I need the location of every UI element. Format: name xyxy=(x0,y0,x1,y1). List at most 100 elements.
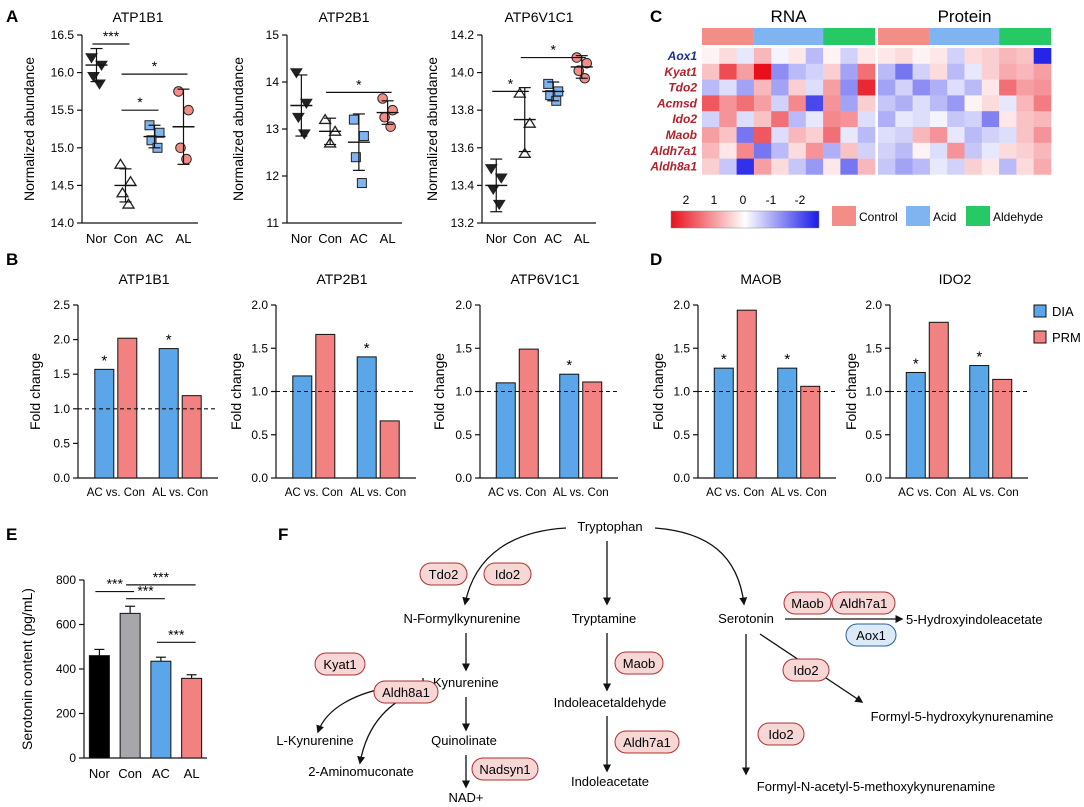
enzyme-pill xyxy=(831,591,896,615)
heatmap-cell xyxy=(895,142,913,159)
heatmap-cell xyxy=(805,63,824,80)
y-tick-label: 800 xyxy=(56,573,76,587)
heatmap-legend: 2 1 0 -1 -2 Control Acid Aldehyde xyxy=(670,193,1043,229)
heatmap-cell xyxy=(878,127,896,144)
heatmap-cell xyxy=(753,79,772,96)
bar-prm xyxy=(582,381,603,479)
heatmap-cell xyxy=(999,95,1017,112)
y-tick-label: 0 xyxy=(69,751,76,765)
heatmap-cell xyxy=(1016,142,1034,159)
bar-prm xyxy=(518,348,539,479)
heatmap-cell xyxy=(702,111,720,128)
metabolite-5-hydroxyindoleacetate: 5-Hydroxyindoleacetate xyxy=(906,612,1043,627)
y-tick-label: 2.0 xyxy=(53,333,70,347)
data-point-nor xyxy=(299,98,313,110)
heatmap-cell xyxy=(947,158,965,175)
heatmap-cell xyxy=(895,95,913,112)
heatmap-cell xyxy=(857,158,876,175)
heatmap-cell xyxy=(702,127,720,144)
heatmap-cell xyxy=(999,111,1017,128)
heatmap-cell xyxy=(823,111,841,128)
heatmap-cell xyxy=(895,111,913,128)
heatmap-cell xyxy=(719,142,737,159)
heatmap-cell xyxy=(964,48,983,65)
heatmap-cell xyxy=(981,95,1000,112)
enzyme-pill xyxy=(614,651,664,675)
gene-label-aldh7a1: Aldh7a1 xyxy=(649,144,697,158)
enzyme-pill xyxy=(614,730,680,754)
significance-star: * xyxy=(913,355,919,372)
bar-dia xyxy=(905,371,926,479)
heatmap-cell xyxy=(878,142,896,159)
heatmap-cell xyxy=(929,48,948,65)
significance-star: * xyxy=(101,352,107,369)
scale-tick-label: 0 xyxy=(740,193,747,207)
panel-letter-e: E xyxy=(6,525,17,544)
heatmap-cell xyxy=(753,142,772,159)
y-tick-label: 0.5 xyxy=(53,436,70,450)
metabolite-l-kynurenine: L-Kynurenine xyxy=(421,675,498,690)
enzyme-aldh8a1: Aldh8a1 xyxy=(382,685,430,700)
heatmap-cell xyxy=(702,63,720,80)
heatmap-cell xyxy=(719,158,737,175)
y-tick-label: 15 xyxy=(266,28,280,42)
bar-prm xyxy=(736,309,757,479)
heatmap-cell xyxy=(964,111,983,128)
significance-label: *** xyxy=(107,576,124,592)
heatmap-cell xyxy=(840,48,858,65)
heatmap-color-scale xyxy=(670,210,820,229)
data-point-ac xyxy=(356,178,367,189)
heatmap-cell xyxy=(753,63,772,80)
heatmap-cell xyxy=(805,79,824,96)
gene-label-acmsd: Acmsd xyxy=(656,96,698,110)
x-tick-label: AC vs. Con xyxy=(488,487,546,499)
panel-letter-a: A xyxy=(6,7,18,26)
heatmap-cell xyxy=(929,127,948,144)
bar-ac xyxy=(150,660,172,759)
heatmap-cell xyxy=(805,111,824,128)
heatmap-cell xyxy=(805,95,824,112)
heatmap-cell xyxy=(999,79,1017,96)
arrow-tryptophan-to-n-formylkynurenine xyxy=(462,527,567,606)
data-point-al xyxy=(377,93,388,104)
heatmap-cell xyxy=(947,127,965,144)
metabolite-l-kynurenine-product: L-Kynurenine xyxy=(276,733,353,748)
gene-label-maob: Maob xyxy=(666,128,697,142)
y-tick-label: 0.5 xyxy=(251,428,268,442)
legend-label-prm: PRM xyxy=(1052,330,1081,345)
chart-title: ATP6V1C1 xyxy=(511,271,580,287)
heatmap-cell xyxy=(719,111,737,128)
heatmap-cell xyxy=(912,95,931,112)
y-axis-label: Normalized abundance xyxy=(424,57,440,201)
group-band-control xyxy=(702,28,754,45)
heatmap-cell xyxy=(981,79,1000,96)
significance-label: *** xyxy=(137,583,154,599)
heatmap-cell xyxy=(788,127,807,144)
heatmap-cell xyxy=(912,127,931,144)
x-tick-label: AL vs. Con xyxy=(553,487,609,499)
heatmap-cell xyxy=(736,63,755,80)
scale-tick-label: -2 xyxy=(795,193,806,207)
heatmap-cell xyxy=(840,111,858,128)
heatmap-cell xyxy=(999,127,1017,144)
y-tick-label: 0.0 xyxy=(251,471,268,485)
x-tick-label: AL vs. Con xyxy=(350,487,406,499)
enzyme-kyat1: Kyat1 xyxy=(323,657,356,672)
metabolite-nad: NAD+ xyxy=(448,790,483,805)
heatmap-cell xyxy=(771,111,789,128)
significance-star: * xyxy=(721,351,727,368)
data-point-ac xyxy=(146,135,157,146)
heatmap-cell xyxy=(857,79,876,96)
y-tick-label: 1.0 xyxy=(455,385,472,399)
x-tick-label: AC vs. Con xyxy=(898,487,956,499)
y-tick-label: 0.0 xyxy=(865,471,882,485)
y-axis-label: Fold change xyxy=(27,353,43,430)
x-tick-label: AL xyxy=(184,766,200,781)
y-axis-label: Serotonin content (pg/mL) xyxy=(19,588,35,750)
heatmap-cell xyxy=(805,158,824,175)
heatmap-cell xyxy=(805,127,824,144)
chart-title: ATP1B1 xyxy=(118,271,169,287)
enzyme-maob: Maob xyxy=(791,596,824,611)
data-point-con xyxy=(513,87,527,98)
chart-title: ATP2B1 xyxy=(316,271,367,287)
